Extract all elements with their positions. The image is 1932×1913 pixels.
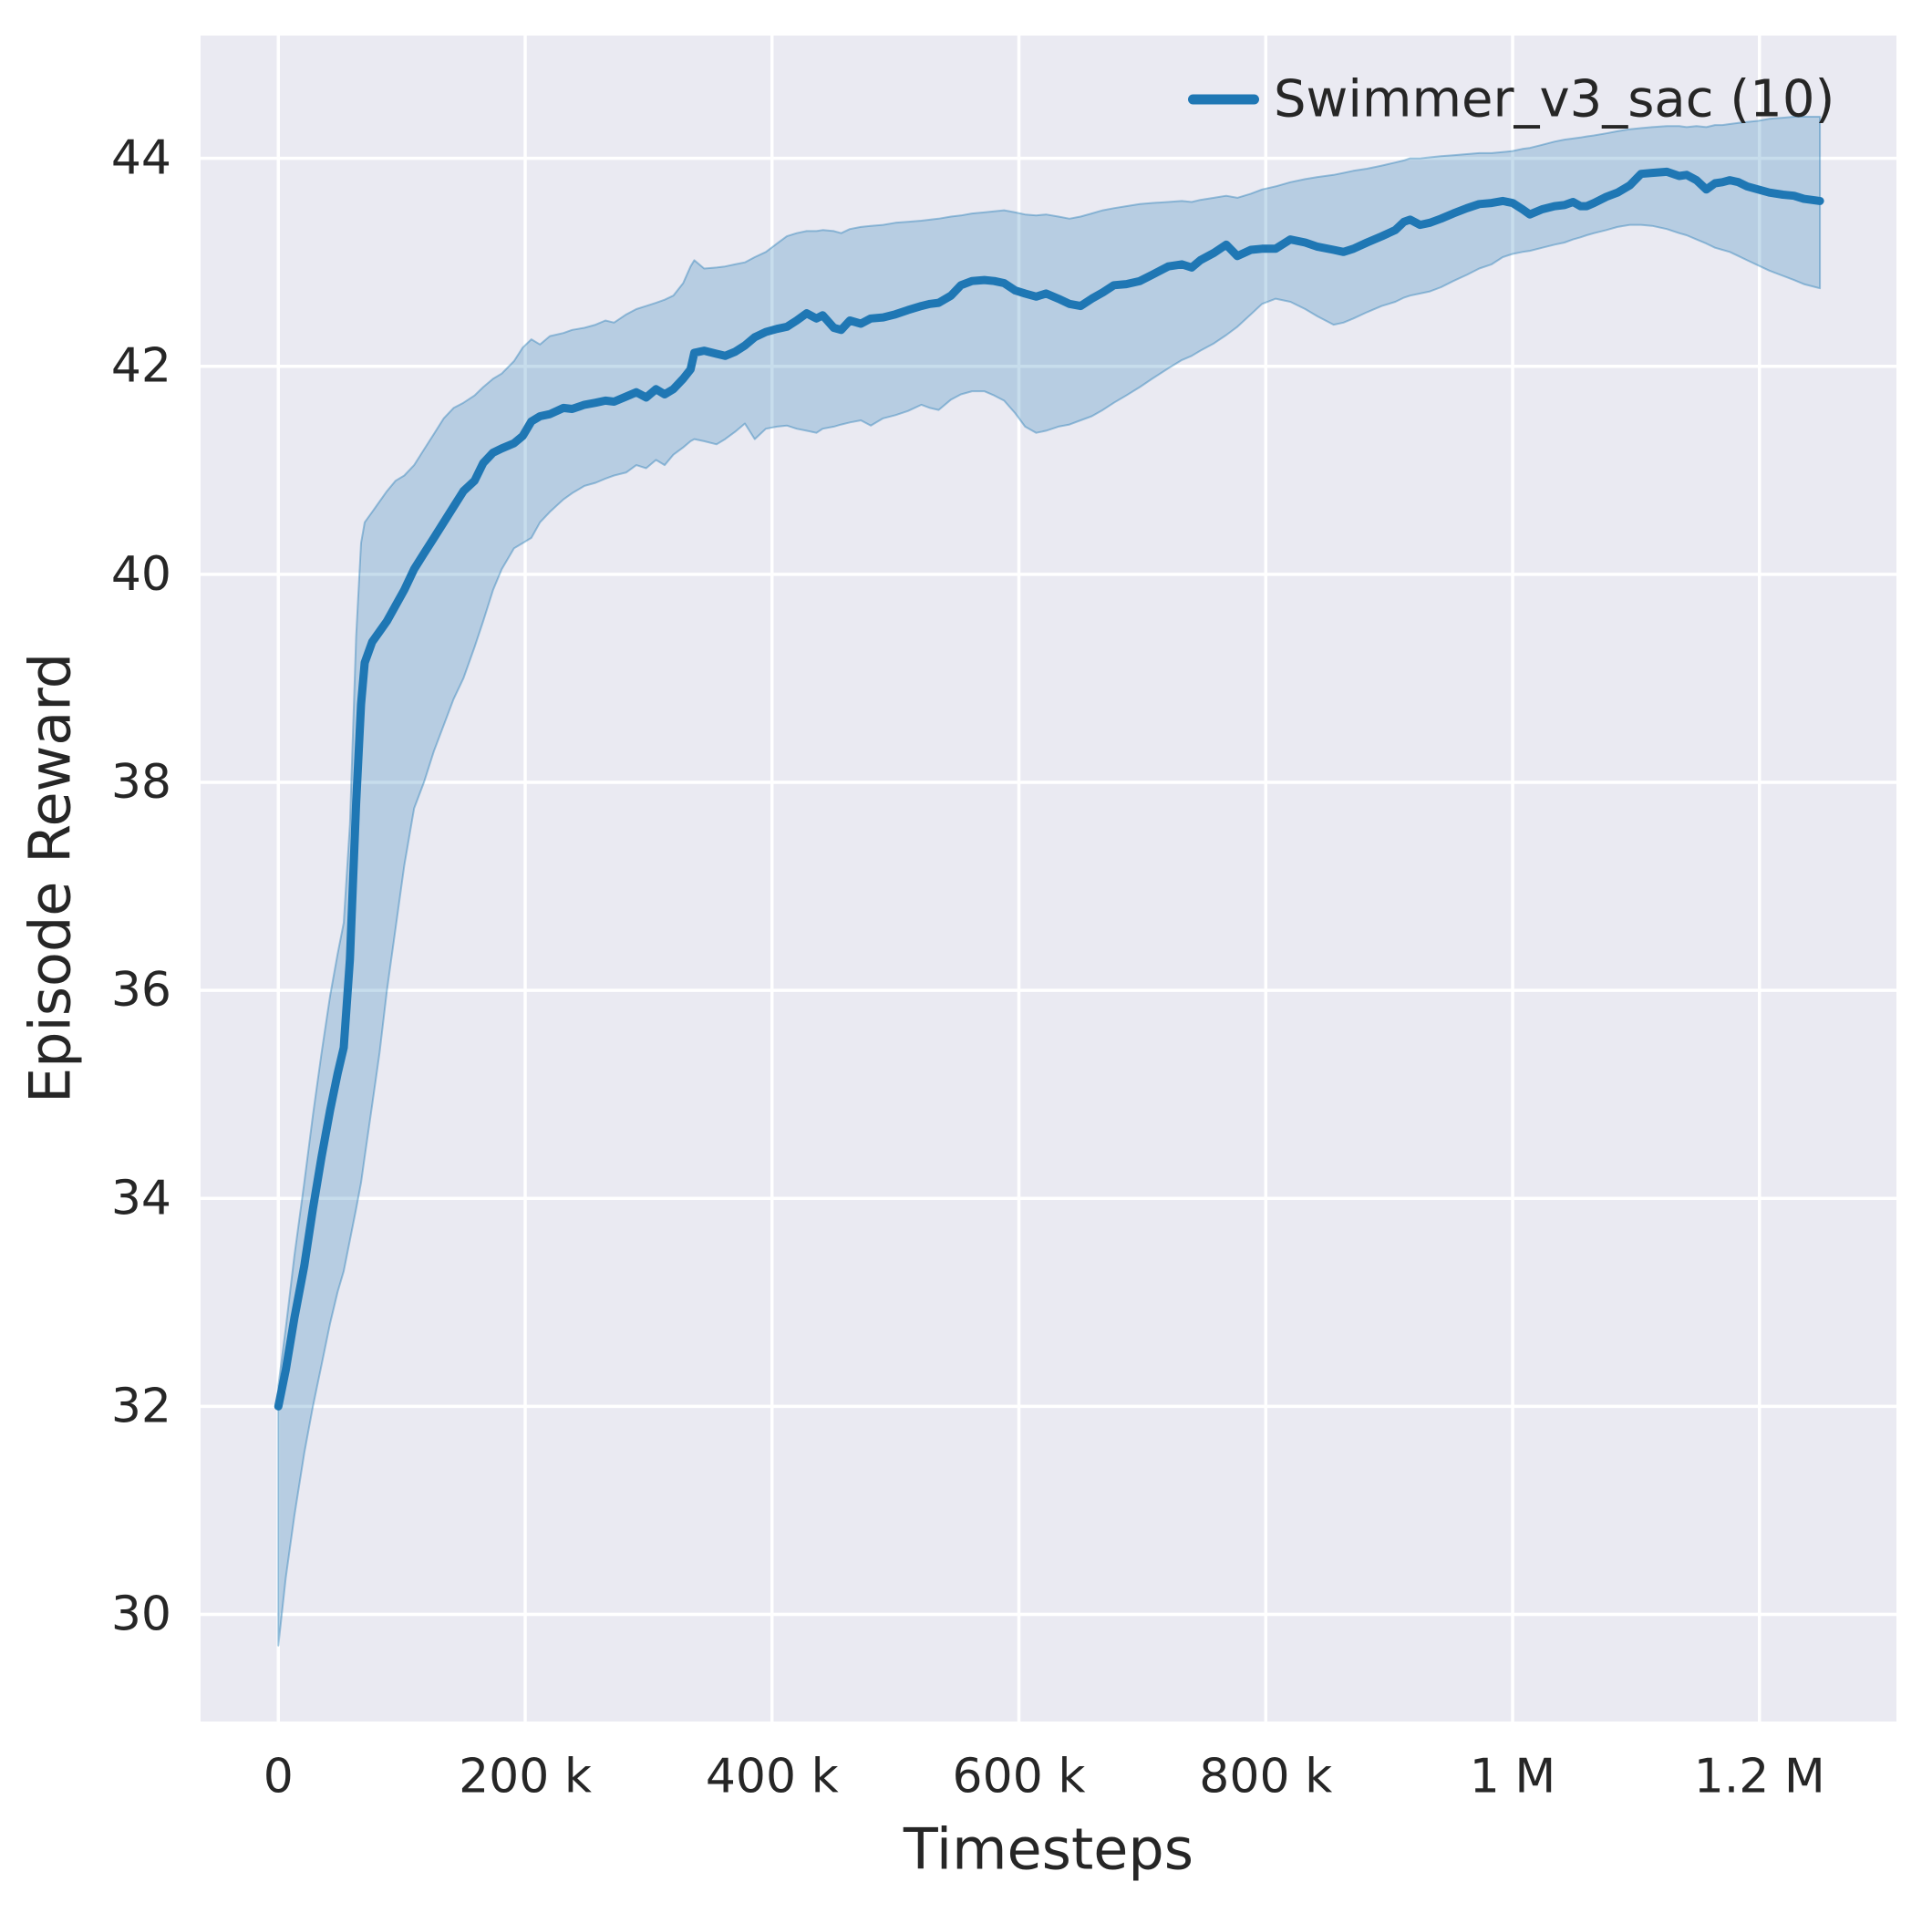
- y-tick-label: 34: [111, 1171, 171, 1225]
- axes-background: [201, 36, 1896, 1722]
- x-tick-label: 1 M: [1470, 1750, 1555, 1804]
- x-axis-label: Timesteps: [903, 1815, 1194, 1883]
- legend-label: Swimmer_v3_sac (10): [1274, 69, 1835, 129]
- y-tick-label: 42: [111, 339, 171, 394]
- y-tick-label: 32: [111, 1379, 171, 1433]
- y-tick-label: 30: [111, 1587, 171, 1642]
- y-axis-label: Episode Reward: [16, 652, 84, 1104]
- x-tick-label: 600 k: [953, 1750, 1086, 1804]
- x-tick-label: 200 k: [459, 1750, 592, 1804]
- x-tick-label: 400 k: [706, 1750, 839, 1804]
- confidence-band: [277, 116, 1822, 1647]
- legend: Swimmer_v3_sac (10): [1188, 70, 1834, 129]
- x-tick-label: 0: [263, 1750, 294, 1804]
- mean-reward-line: [274, 167, 1824, 1411]
- x-tick-label: 1.2 M: [1694, 1750, 1825, 1804]
- y-tick-label: 40: [111, 547, 171, 602]
- y-tick-label: 44: [111, 131, 171, 186]
- y-tick-label: 36: [111, 963, 171, 1018]
- x-tick-label: 800 k: [1199, 1750, 1332, 1804]
- legend-line-swatch: [1188, 94, 1259, 105]
- y-tick-label: 38: [111, 755, 171, 810]
